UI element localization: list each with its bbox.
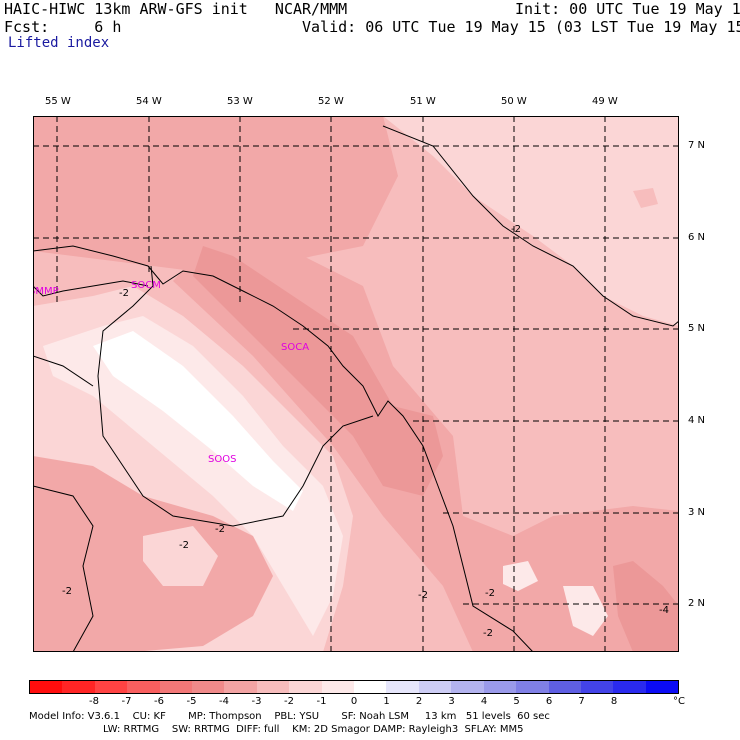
- lon-label: 53 W: [227, 96, 253, 107]
- forecast-hour: Fcst: 6 h: [4, 18, 122, 36]
- station-label: SOCA: [281, 342, 309, 353]
- colorbar-swatch: [159, 681, 193, 693]
- colorbar-tick-label: -6: [154, 696, 164, 707]
- field-band-minus4: [33, 116, 398, 276]
- colorbar-swatch: [256, 681, 290, 693]
- lon-label: 51 W: [410, 96, 436, 107]
- colorbar-tick-label: -2: [284, 696, 294, 707]
- contour-label: -2: [119, 288, 129, 299]
- coastlines-borders: [33, 125, 679, 652]
- border-sw: [33, 355, 94, 387]
- lifted-index-map: -2 -2 -2 -2 -2 -2 -2 -4 -2 SMMP SOCM SOC…: [33, 116, 679, 652]
- colorbar-tick-label: -1: [316, 696, 327, 707]
- field-patch-se2: [563, 586, 608, 636]
- colorbar-tick-label: 4: [480, 696, 488, 707]
- contour-label: -2: [511, 224, 521, 235]
- contour-label: -2: [215, 524, 225, 535]
- colorbar-tick-label: -7: [121, 696, 132, 707]
- colorbar-swatch: [192, 681, 225, 693]
- field-band-zero: [93, 331, 303, 511]
- colorbar-tick-label: 1: [383, 696, 390, 707]
- lat-label: 4 N: [688, 415, 706, 426]
- colorbar-tick-label: -8: [89, 696, 99, 707]
- colorbar-swatch: [321, 681, 355, 693]
- map-frame: [33, 116, 679, 652]
- colorbar-swatch: [645, 681, 679, 693]
- lon-label: 52 W: [318, 96, 344, 107]
- field-patch-ne: [633, 188, 658, 208]
- colorbar-swatch: [224, 681, 257, 693]
- colorbar-swatch: [580, 681, 614, 693]
- border-north: [33, 280, 149, 297]
- colorbar-swatch: [30, 681, 63, 693]
- field-name: Lifted index: [8, 35, 110, 51]
- colorbar-tick-label: 6: [545, 696, 553, 707]
- contour-label: -4: [659, 605, 669, 616]
- lat-label: 5 N: [688, 323, 706, 334]
- colorbar-swatch: [386, 681, 419, 693]
- lon-label: 49 W: [592, 96, 618, 107]
- colorbar-tick-label: -4: [219, 696, 229, 707]
- contour-label: -2: [179, 540, 189, 551]
- colorbar-swatch: [516, 681, 549, 693]
- lat-label: 3 N: [688, 507, 706, 518]
- colorbar-tick-label: 7: [578, 696, 585, 707]
- colorbar-swatch: [289, 681, 322, 693]
- valid-time: Valid: 06 UTC Tue 19 May 15 (03 LST Tue …: [302, 18, 740, 36]
- field-band-minus5-se: [613, 561, 679, 652]
- station-label: SOCM: [131, 280, 161, 291]
- lat-label: 2 N: [688, 598, 706, 609]
- colorbar-tick-label: 0: [350, 696, 358, 707]
- colorbar-swatch: [548, 681, 581, 693]
- colorbar-swatch: [354, 681, 387, 693]
- model-title: HAIC-HIWC 13km ARW-GFS init NCAR/MMM: [4, 0, 348, 18]
- lat-lon-grid: [33, 116, 679, 652]
- lon-label: 55 W: [45, 96, 71, 107]
- colorbar-unit: °C: [673, 696, 685, 707]
- colorbar-tick-label: 3: [448, 696, 455, 707]
- colorbar-swatch: [127, 681, 160, 693]
- colorbar-swatch: [451, 681, 484, 693]
- field-band-minus5: [193, 246, 443, 496]
- contour-label: -2: [485, 588, 495, 599]
- border-south: [33, 485, 94, 652]
- border-west: [97, 265, 374, 527]
- lat-label: 6 N: [688, 232, 706, 243]
- colorbar-swatch: [62, 681, 95, 693]
- station-label: SMMP: [33, 286, 59, 297]
- coastline-ne: [382, 125, 679, 327]
- colorbar-tick-label: -5: [186, 696, 197, 707]
- lon-label: 50 W: [501, 96, 527, 107]
- colorbar-swatch: [94, 681, 128, 693]
- colorbar-tick-label: -3: [251, 696, 262, 707]
- colorbar-swatch: [613, 681, 646, 693]
- footer-physics-info: LW: RRTMG SW: RRTMG DIFF: full KM: 2D Sm…: [103, 724, 524, 735]
- colorbar-tick-label: 2: [415, 696, 423, 707]
- init-time: Init: 00 UTC Tue 19 May 15: [515, 0, 740, 18]
- lon-label: 54 W: [136, 96, 162, 107]
- footer-model-info: Model Info: V3.6.1 CU: KF MP: Thompson P…: [29, 711, 550, 722]
- field-pocket-sw-inner: [143, 526, 218, 586]
- contour-label: -2: [62, 586, 72, 597]
- station-label: SOOS: [208, 454, 236, 465]
- colorbar: [29, 680, 679, 694]
- lat-label: 7 N: [688, 140, 706, 151]
- colorbar-tick-label: 5: [513, 696, 520, 707]
- field-band-minus1: [43, 316, 343, 636]
- colorbar-swatch: [483, 681, 517, 693]
- colorbar-swatch: [418, 681, 452, 693]
- coastline: [33, 245, 534, 652]
- contour-label: -2: [418, 590, 428, 601]
- stations: SMMP SOCM SOCA SOOS: [33, 280, 309, 465]
- colorbar-tick-label: 8: [610, 696, 618, 707]
- contour-label: -2: [483, 628, 493, 639]
- field-patch-se1: [503, 561, 538, 591]
